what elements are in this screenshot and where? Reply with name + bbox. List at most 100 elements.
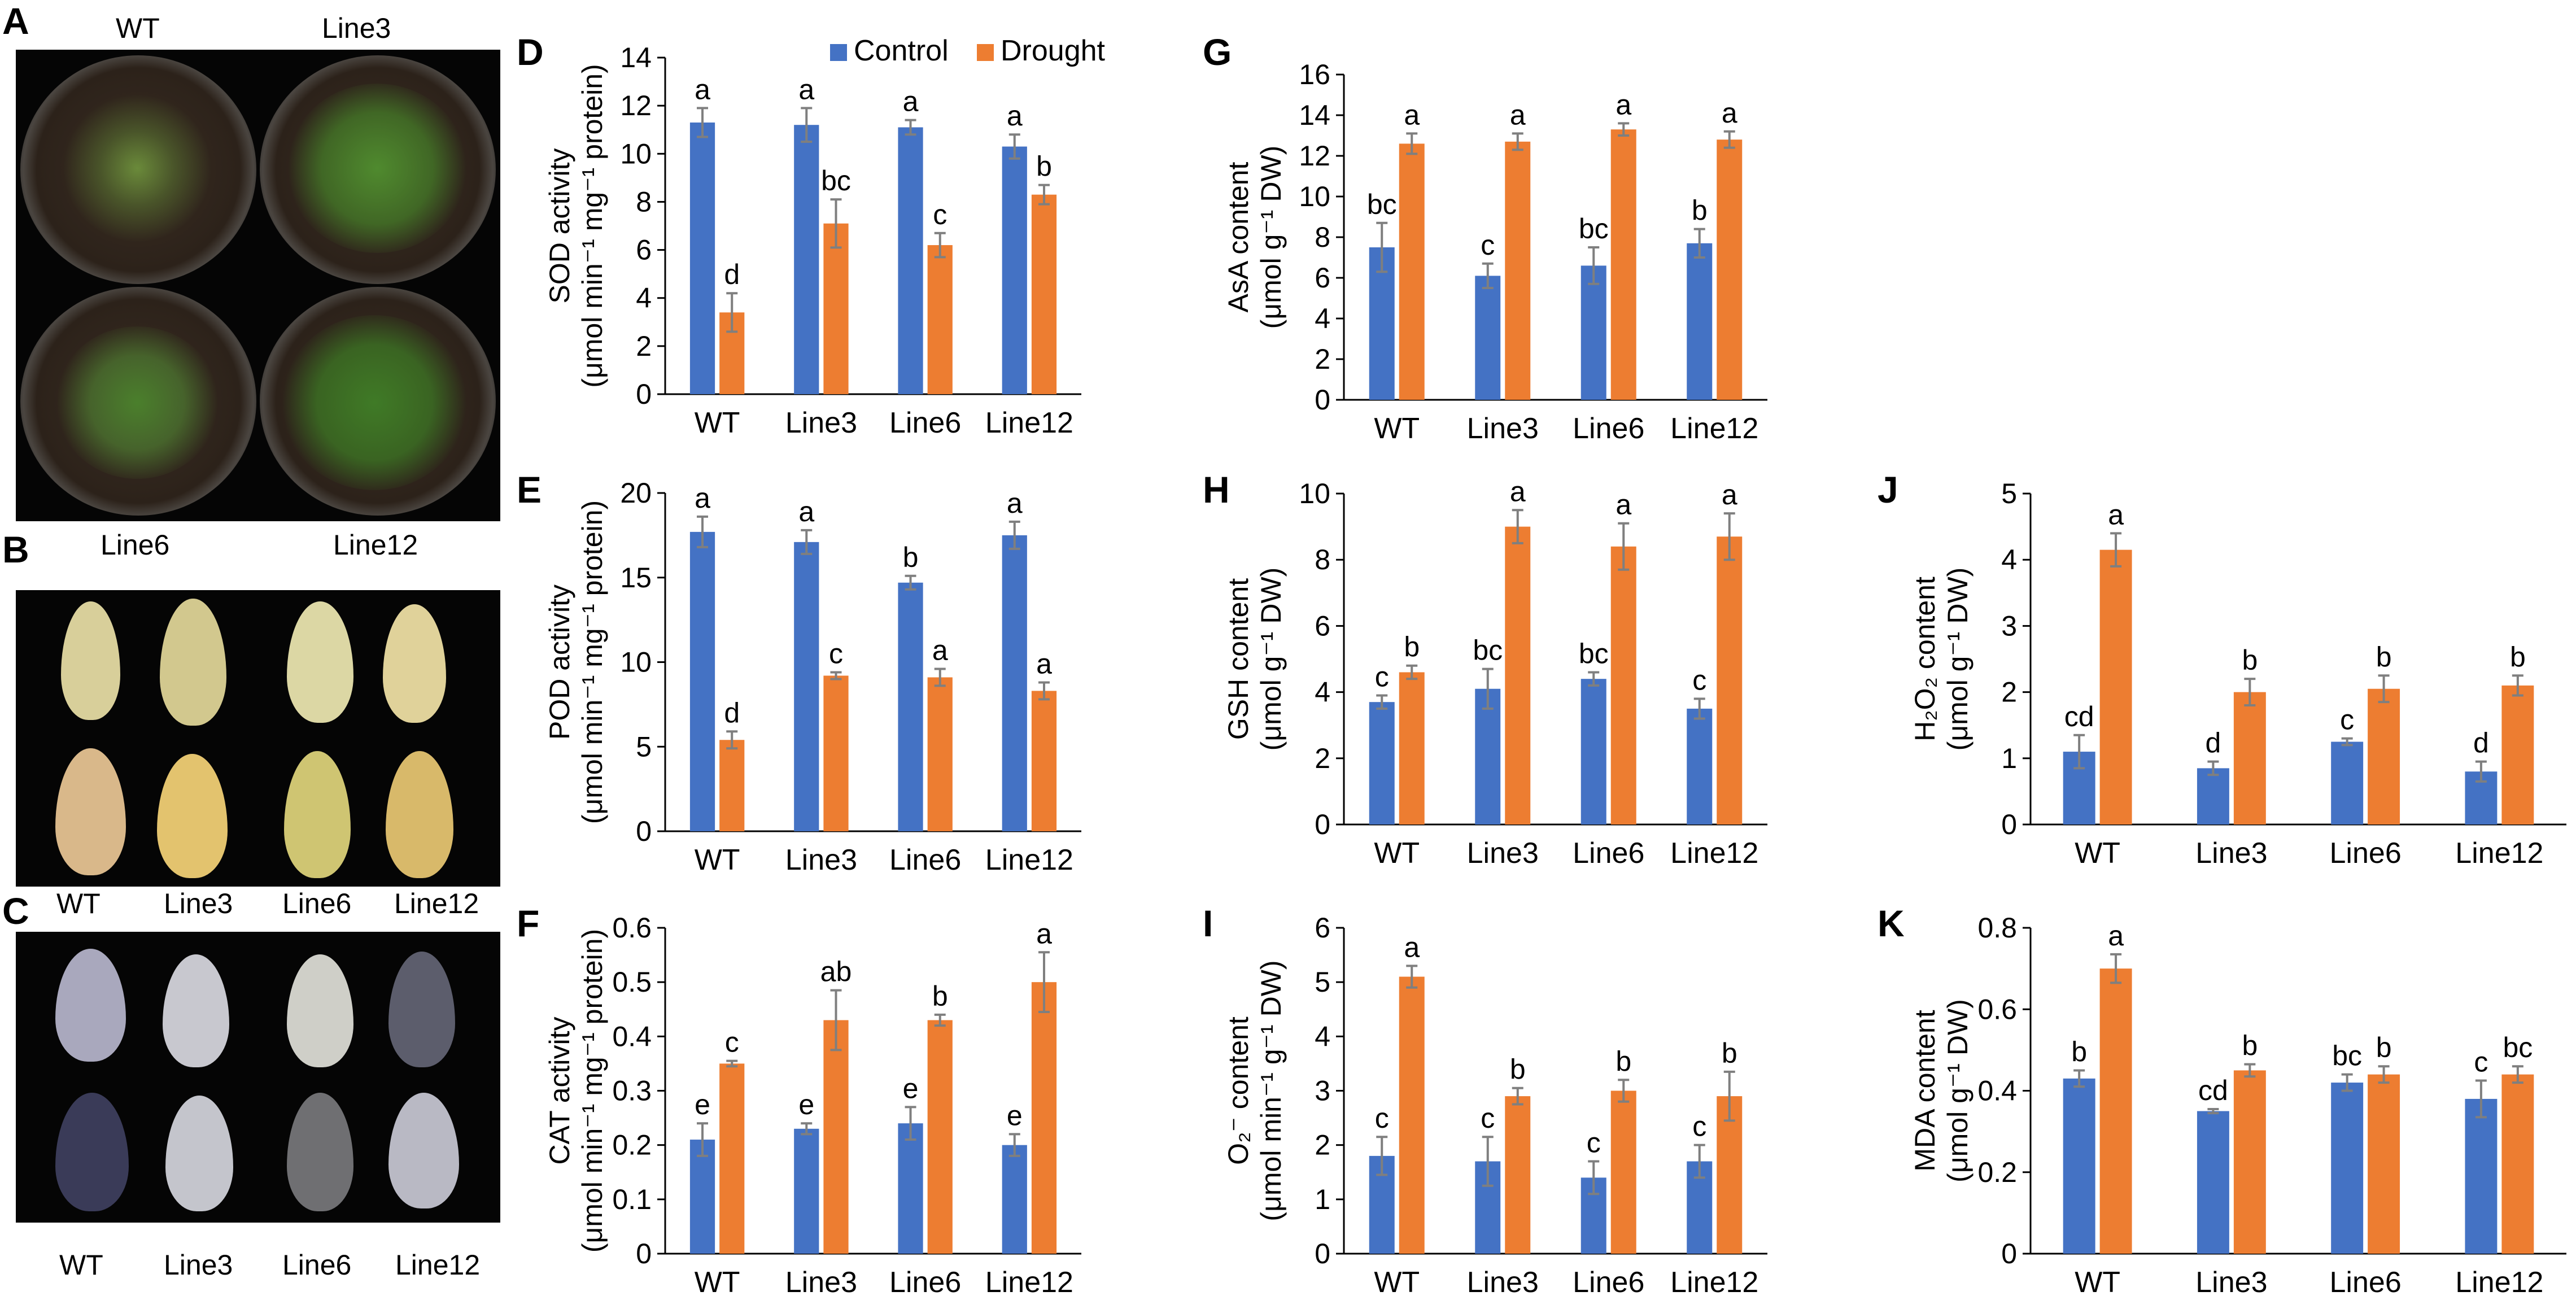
x-tick-label: Line6 bbox=[2330, 1266, 2402, 1299]
chart-k: K 0 0.2 0.4 0.6 0.8 MDA content (μmol g⁻¹ DW) WT… bbox=[1878, 902, 2566, 1299]
y-tick-label: 3 bbox=[2001, 610, 2017, 642]
bar-drought bbox=[1505, 1096, 1531, 1254]
y-tick-label: 0 bbox=[636, 1238, 652, 1269]
legend-swatch-control bbox=[830, 44, 847, 61]
bar-control bbox=[1002, 535, 1027, 831]
y-tick-label: 0 bbox=[2001, 809, 2017, 840]
bar-drought bbox=[1717, 1096, 1743, 1254]
x-tick-label: Line6 bbox=[1573, 412, 1644, 445]
y-axis-unit: (μmol g⁻¹ DW) bbox=[1942, 999, 1974, 1183]
x-tick-label: Line12 bbox=[1670, 1266, 1758, 1299]
photo-c-label-line6: Line6 bbox=[282, 1249, 352, 1281]
leaf-c-line3-2 bbox=[165, 1096, 233, 1211]
significance-letter: bc bbox=[1473, 635, 1503, 666]
significance-letter: a bbox=[1404, 931, 1420, 963]
bar-control bbox=[898, 127, 923, 394]
significance-letter: e bbox=[903, 1072, 919, 1104]
significance-letter: c bbox=[829, 638, 843, 669]
y-axis-label: CAT activity bbox=[544, 1016, 575, 1164]
x-tick-label: WT bbox=[2075, 837, 2120, 870]
panel-letter-c: C bbox=[2, 890, 29, 932]
significance-letter: b bbox=[2242, 1030, 2258, 1062]
significance-letter: b bbox=[2071, 1036, 2087, 1067]
significance-letter: c bbox=[1692, 1111, 1706, 1142]
y-tick-label: 1 bbox=[2001, 743, 2017, 774]
y-tick-label: 2 bbox=[636, 330, 652, 362]
y-tick-label: 2 bbox=[1315, 1129, 1330, 1161]
x-tick-label: Line6 bbox=[889, 1266, 961, 1299]
significance-letter: a bbox=[932, 634, 948, 666]
panel-letter-g: G bbox=[1203, 31, 1232, 73]
significance-letter: a bbox=[1722, 97, 1737, 129]
y-tick-label: 5 bbox=[1315, 966, 1330, 998]
panel-letter-e: E bbox=[517, 469, 542, 510]
bar-drought bbox=[927, 1020, 953, 1254]
significance-letter: b bbox=[1510, 1054, 1526, 1085]
chart-i: I 0 1 2 3 4 5 6 O₂⁻ content (μmol min⁻¹ g⁻¹ DW) WT… bbox=[1203, 902, 1767, 1299]
x-tick-label: Line3 bbox=[1467, 412, 1539, 445]
photo-b-label-line3: Line3 bbox=[164, 888, 233, 919]
x-tick-label: Line12 bbox=[2455, 837, 2543, 870]
photo-b-label-line12: Line12 bbox=[394, 888, 479, 919]
x-tick-label: WT bbox=[695, 407, 740, 439]
photo-a-label-line3: Line3 bbox=[322, 12, 391, 44]
bar-drought bbox=[823, 675, 849, 831]
significance-letter: b bbox=[1404, 631, 1420, 663]
x-tick-label: Line12 bbox=[985, 844, 1073, 876]
significance-letter: a bbox=[2108, 920, 2124, 952]
x-tick-label: WT bbox=[1374, 837, 1420, 870]
significance-letter: a bbox=[1616, 489, 1631, 521]
y-tick-label: 10 bbox=[1299, 181, 1330, 212]
bar-control bbox=[1002, 146, 1027, 394]
leaf-b-line3-2 bbox=[157, 754, 228, 878]
bar-control bbox=[1687, 243, 1713, 400]
legend-label-control: Control bbox=[854, 34, 949, 67]
significance-letter: ab bbox=[820, 956, 852, 988]
significance-letter: c bbox=[1375, 1102, 1389, 1134]
bar-drought bbox=[2233, 1070, 2266, 1254]
y-tick-label: 2 bbox=[1315, 343, 1330, 375]
x-tick-label: Line6 bbox=[2330, 837, 2402, 870]
significance-letter: c bbox=[1481, 229, 1495, 261]
significance-letter: bc bbox=[821, 165, 851, 197]
significance-letter: c bbox=[2474, 1046, 2488, 1077]
significance-letter: c bbox=[1481, 1102, 1495, 1134]
bar-drought bbox=[719, 740, 745, 831]
chart-e: E 0 5 10 15 20 POD activity (μmol min⁻¹ mg⁻¹ pr… bbox=[517, 469, 1081, 876]
bar-drought bbox=[1717, 536, 1743, 824]
significance-letter: bc bbox=[2332, 1040, 2362, 1072]
y-axis-unit: (μmol min⁻¹ mg⁻¹ protein) bbox=[577, 929, 608, 1253]
y-tick-label: 4 bbox=[636, 282, 652, 314]
bar-control bbox=[1687, 708, 1713, 824]
bar-drought bbox=[1031, 194, 1057, 394]
significance-letter: a bbox=[798, 496, 814, 527]
photo-c-label-line12: Line12 bbox=[395, 1249, 481, 1281]
bar-drought bbox=[1610, 129, 1636, 400]
significance-letter: bc bbox=[1367, 189, 1397, 220]
y-tick-label: 16 bbox=[1299, 59, 1330, 90]
photo-a-label-line12: Line12 bbox=[333, 529, 418, 561]
bar-drought bbox=[1031, 691, 1057, 831]
plants-wt bbox=[61, 95, 213, 242]
significance-letter: c bbox=[2340, 704, 2354, 736]
y-tick-label: 2 bbox=[1315, 743, 1330, 774]
y-axis-unit: (μmol g⁻¹ DW) bbox=[1255, 146, 1287, 329]
significance-letter: c bbox=[933, 199, 947, 230]
y-axis-unit: (μmol min⁻¹ g⁻¹ DW) bbox=[1255, 960, 1287, 1221]
significance-letter: a bbox=[1036, 648, 1052, 679]
y-tick-label: 0 bbox=[636, 378, 652, 410]
y-tick-label: 8 bbox=[636, 186, 652, 217]
y-tick-label: 10 bbox=[1299, 478, 1330, 509]
y-tick-label: 0 bbox=[2001, 1238, 2017, 1269]
x-tick-label: Line3 bbox=[2195, 837, 2267, 870]
x-tick-label: Line12 bbox=[1670, 412, 1758, 445]
significance-letter: bc bbox=[1579, 638, 1609, 669]
y-tick-label: 3 bbox=[1315, 1075, 1330, 1107]
leaf-b-line12-2 bbox=[386, 751, 453, 878]
y-axis-label: H₂O₂ content bbox=[1909, 577, 1941, 741]
photo-a-label-wt: WT bbox=[116, 12, 160, 44]
y-tick-label: 2 bbox=[2001, 677, 2017, 708]
photo-b-label-line6: Line6 bbox=[282, 888, 352, 919]
y-axis-label: MDA content bbox=[1909, 1010, 1941, 1171]
